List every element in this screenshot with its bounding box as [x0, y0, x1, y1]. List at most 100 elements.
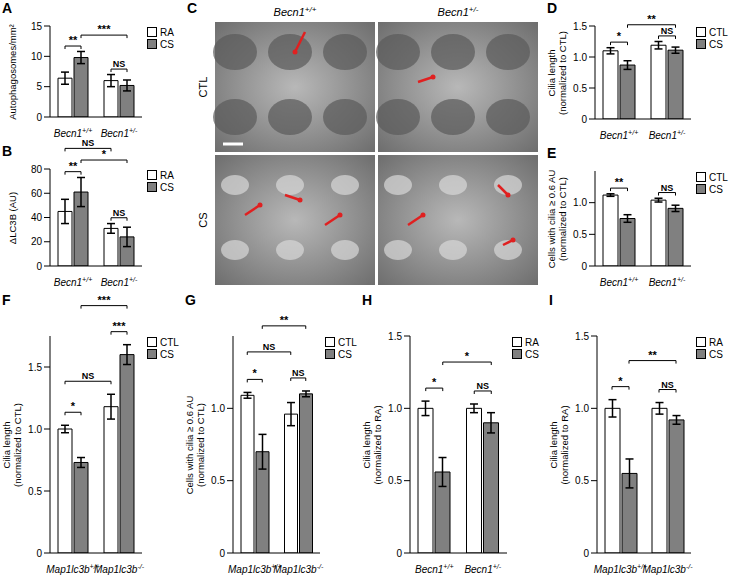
svg-text:**: **: [69, 160, 78, 172]
html-text:CS: CS: [709, 183, 723, 195]
svg-text:0: 0: [36, 112, 42, 123]
svg-text:***: ***: [113, 320, 127, 332]
svg-text:NS: NS: [292, 368, 305, 378]
svg-text:0.5: 0.5: [573, 83, 587, 94]
svg-text:NS: NS: [476, 381, 489, 391]
html-text:CS: CS: [338, 348, 352, 360]
svg-text:1.0: 1.0: [211, 403, 225, 414]
svg-text:Becn1+/-: Becn1+/-: [649, 129, 686, 141]
svg-text:Map1lc3b+/+: Map1lc3b+/+: [594, 563, 647, 575]
svg-text:0: 0: [396, 548, 402, 559]
svg-text:Becn1+/+: Becn1+/+: [274, 5, 317, 18]
svg-text:5: 5: [36, 81, 42, 92]
svg-text:NS: NS: [82, 371, 95, 381]
svg-text:Becn1+/+: Becn1+/+: [54, 276, 92, 288]
svg-text:Map1lc3b+/+: Map1lc3b+/+: [46, 563, 99, 575]
html-text:ΔLC3B (AU): ΔLC3B (AU): [5, 191, 17, 244]
html-text:B: B: [2, 143, 13, 159]
svg-text:1.0: 1.0: [28, 424, 42, 435]
svg-text:*: *: [102, 148, 107, 160]
svg-text:1.5: 1.5: [575, 331, 589, 342]
svg-text:**: **: [615, 176, 624, 188]
html-text:RA: RA: [160, 26, 174, 38]
svg-text:10: 10: [31, 51, 43, 62]
svg-text:0.5: 0.5: [573, 229, 587, 240]
svg-text:0: 0: [219, 548, 225, 559]
svg-text:1.0: 1.0: [573, 52, 587, 63]
svg-text:0: 0: [36, 548, 42, 559]
svg-text:NS: NS: [661, 26, 674, 36]
svg-text:**: **: [647, 13, 656, 25]
svg-text:*: *: [71, 400, 76, 412]
svg-text:Becn1+/+: Becn1+/+: [600, 129, 638, 141]
svg-text:1.5: 1.5: [573, 21, 587, 32]
svg-text:NS: NS: [113, 208, 126, 218]
html-text:CTL: CTL: [338, 336, 357, 348]
svg-text:*: *: [618, 375, 623, 387]
svg-text:*: *: [253, 367, 258, 379]
html-text:Autophagosomes/mm²: Autophagosomes/mm²: [5, 23, 17, 120]
svg-text:Map1lc3b+/+: Map1lc3b+/+: [228, 563, 282, 575]
html-text:CS: CS: [709, 348, 723, 360]
svg-text:**: **: [69, 34, 78, 46]
html-text:Cilia length: Cilia length: [545, 49, 556, 96]
html-text:CTL: CTL: [709, 26, 728, 38]
svg-text:0.5: 0.5: [28, 486, 42, 497]
svg-text:Becn1+/+: Becn1+/+: [600, 276, 638, 288]
svg-text:1.0: 1.0: [573, 197, 587, 208]
svg-text:NS: NS: [82, 138, 95, 148]
html-text:D: D: [547, 0, 558, 16]
html-text:CS: CS: [160, 181, 174, 193]
html-text:RA: RA: [525, 336, 539, 348]
svg-text:15: 15: [31, 21, 43, 32]
svg-text:Becn1+/+: Becn1+/+: [54, 127, 92, 139]
svg-text:CS: CS: [197, 212, 209, 227]
svg-text:Map1lc3b-/-: Map1lc3b-/-: [273, 563, 324, 575]
svg-text:1.0: 1.0: [575, 403, 589, 414]
svg-text:***: ***: [98, 294, 112, 306]
svg-text:*: *: [465, 350, 470, 362]
svg-text:0.5: 0.5: [211, 475, 225, 486]
html-text:RA: RA: [160, 169, 174, 181]
svg-text:Becn1+/-: Becn1+/-: [101, 127, 138, 139]
svg-text:CTL: CTL: [197, 77, 209, 98]
svg-text:NS: NS: [263, 342, 276, 352]
svg-text:Map1lc3b-/-: Map1lc3b-/-: [94, 563, 145, 575]
html-text:RA: RA: [709, 336, 723, 348]
html-text:CTL: CTL: [160, 336, 179, 348]
svg-text:0: 0: [583, 548, 589, 559]
svg-text:80: 80: [31, 164, 43, 175]
svg-text:NS: NS: [661, 183, 674, 193]
svg-text:0: 0: [36, 261, 42, 272]
svg-text:**: **: [648, 349, 657, 361]
html-text:A: A: [2, 0, 13, 16]
html-text:(normalized to CTL): (normalized to CTL): [556, 30, 567, 115]
svg-text:1.0: 1.0: [388, 403, 402, 414]
svg-text:Becn1+/-: Becn1+/-: [464, 563, 501, 575]
html-text:CS: CS: [160, 38, 174, 50]
html-text:CS: CS: [709, 38, 723, 50]
svg-text:1.5: 1.5: [388, 331, 402, 342]
svg-text:Becn1+/-: Becn1+/-: [438, 5, 479, 18]
svg-text:Becn1+/+: Becn1+/+: [415, 563, 453, 575]
html-text:CTL: CTL: [709, 171, 728, 183]
svg-text:0: 0: [581, 114, 587, 125]
svg-text:***: ***: [98, 23, 112, 35]
svg-text:Becn1+/-: Becn1+/-: [101, 276, 138, 288]
svg-text:Becn1+/-: Becn1+/-: [649, 276, 686, 288]
svg-text:60: 60: [31, 188, 43, 199]
html-text:CS: CS: [525, 348, 539, 360]
svg-text:40: 40: [31, 212, 43, 223]
svg-text:20: 20: [31, 236, 43, 247]
svg-text:NS: NS: [661, 380, 674, 390]
svg-text:1.5: 1.5: [28, 362, 42, 373]
svg-text:0.5: 0.5: [388, 475, 402, 486]
html-text:CS: CS: [160, 348, 174, 360]
svg-text:Map1lc3b-/-: Map1lc3b-/-: [643, 563, 694, 575]
svg-text:*: *: [617, 30, 622, 42]
svg-text:**: **: [280, 314, 289, 326]
svg-text:*: *: [432, 376, 437, 388]
svg-text:0.5: 0.5: [575, 475, 589, 486]
svg-text:0: 0: [581, 261, 587, 272]
svg-text:NS: NS: [113, 59, 126, 69]
